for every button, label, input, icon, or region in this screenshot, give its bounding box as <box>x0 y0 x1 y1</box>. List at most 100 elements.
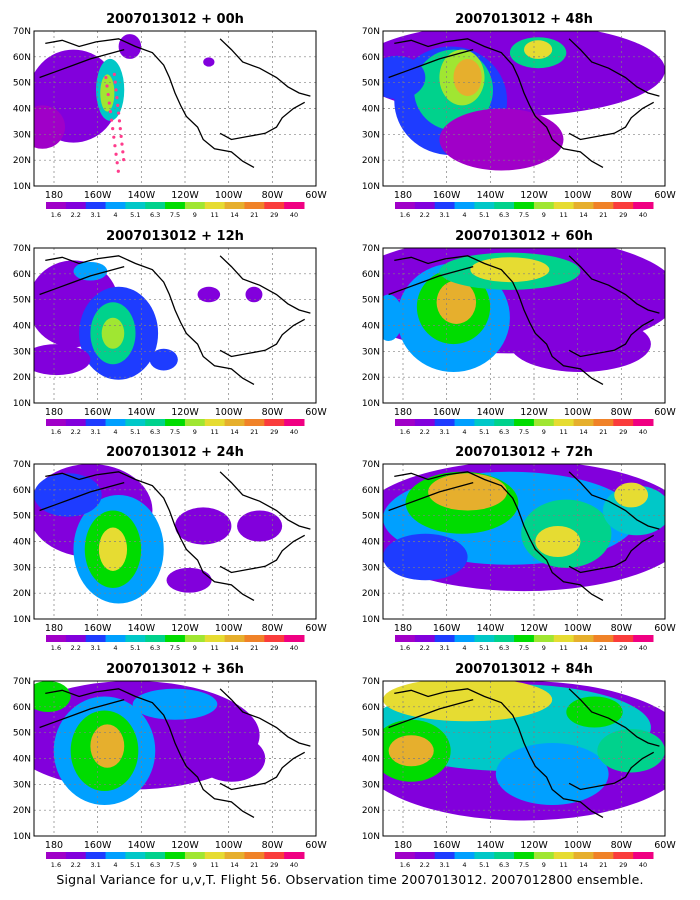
coastlines <box>39 255 311 385</box>
map-frame <box>382 680 666 837</box>
lon-tick-label: 120W <box>520 623 548 634</box>
variance-contour <box>100 74 115 112</box>
colorbar-label: 9 <box>193 644 197 652</box>
lat-tick-label: 60N <box>13 270 31 280</box>
lat-tick-label: 50N <box>362 79 380 89</box>
colorbar-swatch <box>454 419 475 426</box>
colorbar-label: 1.6 <box>51 861 61 869</box>
colorbar-label: 21 <box>599 211 607 219</box>
lat-tick-label: 50N <box>13 512 31 522</box>
colorbar-label: 2.2 <box>420 211 430 219</box>
lat-tick-label: 40N <box>13 105 31 115</box>
colorbar-swatch <box>65 202 87 209</box>
colorbar-label: 5.1 <box>130 428 140 436</box>
lat-tick-label: 20N <box>13 373 31 383</box>
coastline <box>219 751 306 791</box>
observation-point <box>118 127 122 131</box>
lat-tick-label: 70N <box>362 677 380 687</box>
colorbar-swatch <box>244 852 265 859</box>
lon-tick-label: 100W <box>564 623 592 634</box>
colorbar-label: 3.1 <box>439 861 449 869</box>
variance-contour <box>383 55 426 100</box>
colorbar-label: 3.1 <box>90 861 100 869</box>
colorbar-swatch <box>494 635 515 642</box>
lon-tick-label: 180 <box>394 407 412 418</box>
observation-point <box>117 111 121 115</box>
lat-tick-label: 10N <box>13 182 31 192</box>
observation-point <box>111 127 115 131</box>
colorbar-swatch <box>204 419 226 426</box>
colorbar-swatch <box>46 419 67 426</box>
lon-tick-label: 60W <box>305 407 327 418</box>
lon-tick-label: 120W <box>520 840 548 851</box>
colorbar-label: 3.1 <box>90 211 100 219</box>
lon-tick-label: 60W <box>305 190 327 201</box>
colorbar-label: 6.3 <box>499 644 509 652</box>
map-frame <box>33 463 317 620</box>
coastlines <box>39 688 311 818</box>
coastline <box>219 38 311 97</box>
lon-tick-label: 140W <box>477 623 505 634</box>
lon-tick-label: 100W <box>564 407 592 418</box>
lon-tick-label: 80W <box>611 623 633 634</box>
colorbar-label: 6.3 <box>499 211 509 219</box>
panel-title: 2007013012 + 72h <box>455 445 593 460</box>
colorbar-swatch <box>165 852 186 859</box>
coastline <box>568 255 660 314</box>
colorbar-label: 7.5 <box>170 861 180 869</box>
lat-tick-label: 70N <box>13 677 31 687</box>
observation-point <box>112 135 116 139</box>
lat-tick-label: 10N <box>362 182 380 192</box>
observation-point <box>113 144 117 148</box>
observation-point <box>119 134 123 138</box>
colorbar-swatch <box>125 852 146 859</box>
lon-tick-label: 120W <box>171 190 199 201</box>
lat-tick-label: 60N <box>13 53 31 63</box>
colorbar-swatch <box>474 419 495 426</box>
colorbar-label: 1.6 <box>400 428 410 436</box>
variance-contour <box>90 724 125 768</box>
lon-tick-label: 60W <box>654 190 676 201</box>
colorbar-label: 6.3 <box>150 861 160 869</box>
colorbar-swatch <box>514 419 535 426</box>
colorbar-swatch <box>145 852 166 859</box>
lon-tick-label: 160W <box>433 407 461 418</box>
colorbar-swatch <box>633 635 654 642</box>
colorbar-label: 29 <box>619 861 627 869</box>
colorbar-label: 14 <box>230 428 238 436</box>
colorbar-label: 6.3 <box>150 211 160 219</box>
colorbar-label: 1.6 <box>51 644 61 652</box>
lat-tick-label: 70N <box>362 27 380 37</box>
colorbar-swatch <box>145 635 166 642</box>
lon-tick-label: 180 <box>45 623 63 634</box>
colorbar-label: 29 <box>619 644 627 652</box>
colorbar-label: 9 <box>542 211 546 219</box>
variance-contour <box>524 40 553 59</box>
colorbar-swatch <box>184 202 206 209</box>
colorbar-swatch <box>434 202 456 209</box>
map-grid <box>383 31 665 186</box>
colorbar-label: 4 <box>113 644 117 652</box>
colorbar-label: 21 <box>250 861 258 869</box>
coastlines <box>39 38 311 168</box>
colorbar-swatch <box>553 852 575 859</box>
colorbar-label: 2.2 <box>420 861 430 869</box>
lon-tick-label: 160W <box>84 840 112 851</box>
colorbar-swatch <box>514 635 535 642</box>
coastline <box>39 265 125 296</box>
colorbar-swatch <box>395 852 416 859</box>
colorbar-swatch <box>264 202 285 209</box>
colorbar-swatch <box>494 419 515 426</box>
map-grid <box>34 681 316 836</box>
colorbar-swatch <box>593 202 614 209</box>
lon-tick-label: 100W <box>215 407 243 418</box>
colorbar-swatch <box>125 635 146 642</box>
colorbar-label: 21 <box>250 644 258 652</box>
lat-tick-label: 40N <box>362 105 380 115</box>
colorbar-swatch <box>434 419 456 426</box>
coastline <box>568 38 660 97</box>
map-frame <box>33 30 317 187</box>
coastline <box>394 255 604 385</box>
variance-contour <box>34 344 91 376</box>
panel-title: 2007013012 + 60h <box>455 229 593 244</box>
